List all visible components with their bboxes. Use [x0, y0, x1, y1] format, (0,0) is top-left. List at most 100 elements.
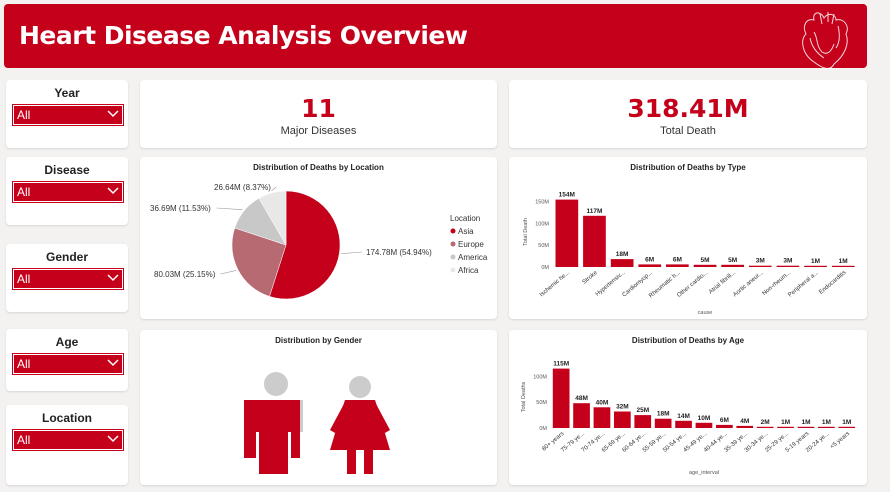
bar[interactable]: [838, 426, 856, 428]
major-diseases-caption: Major Diseases: [280, 125, 357, 137]
bar-data-label: 25M: [636, 407, 649, 414]
bar[interactable]: [654, 418, 672, 428]
pie-slice-asia[interactable]: [269, 190, 341, 300]
bar[interactable]: [675, 420, 692, 428]
legend-item-asia: Asia: [458, 227, 474, 236]
bar[interactable]: [736, 425, 754, 428]
y-axis-label: Total Death: [523, 218, 529, 246]
gender-label: Gender: [45, 250, 88, 264]
bar-data-label: 1M: [839, 258, 848, 265]
total-death-card: 318.41M Total Death: [509, 80, 867, 148]
pie-slice-europe[interactable]: [231, 227, 287, 297]
pie-legend-title: Location: [450, 214, 480, 223]
type-chart-title: Distribution of Deaths by Type: [630, 163, 746, 172]
x-axis-label: age_interval: [689, 470, 719, 476]
age-chart-title: Distribution of Deaths by Age: [631, 336, 745, 345]
gender-dropdown-value: All: [17, 272, 31, 286]
bar[interactable]: [583, 215, 606, 267]
y-axis-label: Total Deaths: [521, 381, 527, 412]
major-diseases-card: 11 Major Diseases: [140, 80, 497, 148]
disease-label: Disease: [44, 163, 90, 177]
bar[interactable]: [797, 426, 815, 428]
heart-icon: [802, 12, 848, 69]
total-death-caption: Total Death: [660, 125, 716, 137]
type-chart-card: Distribution of Deaths by Type 0M 50M 100M…: [509, 157, 867, 319]
x-tick-label: Aortic aneur...: [732, 270, 764, 299]
x-tick-label: Atrial fibrill...: [708, 270, 737, 296]
bar[interactable]: [776, 265, 800, 267]
bar-data-label: 117M: [587, 208, 603, 215]
location-pie-chart[interactable]: 174.78M (54.94%) 80.03M (25.15%) 36.69M (1…: [140, 157, 497, 319]
legend-marker-asia: [450, 228, 456, 234]
year-dropdown-value: All: [17, 108, 31, 122]
bar-data-label: 18M: [616, 251, 629, 258]
x-tick-label: <5 years: [829, 431, 851, 451]
bar[interactable]: [777, 426, 794, 428]
bar-data-label: 1M: [842, 419, 851, 426]
x-axis-label: cause: [698, 310, 713, 316]
year-dropdown[interactable]: All: [12, 104, 124, 126]
pie-data-label: 80.03M (25.15%): [154, 270, 216, 279]
bar[interactable]: [593, 407, 611, 428]
bar-data-label: 6M: [673, 256, 682, 263]
female-icon: [330, 376, 390, 474]
bar-data-label: 1M: [811, 258, 820, 265]
bar[interactable]: [748, 265, 772, 267]
bar[interactable]: [695, 422, 713, 428]
pie-data-label: 36.69M (11.53%): [150, 204, 211, 213]
y-tick-label: 0M: [539, 426, 547, 432]
bar[interactable]: [552, 368, 570, 428]
x-tick-label: Endocarditis: [818, 270, 847, 296]
age-dropdown[interactable]: All: [12, 353, 124, 375]
type-bar-chart[interactable]: 0M 50M 100M 150M Total Death 154M Ischemic he.…: [509, 157, 867, 319]
bar-data-label: 3M: [756, 258, 765, 265]
chevron-down-icon: [107, 435, 119, 443]
y-tick-label: 50M: [538, 243, 549, 249]
gender-chart-card: Distribution by Gender: [140, 330, 497, 485]
bar[interactable]: [634, 415, 652, 428]
location-chart-card: Distribution of Deaths by Location 174.7…: [140, 157, 497, 319]
bar[interactable]: [573, 403, 590, 428]
disease-dropdown[interactable]: All: [12, 181, 124, 203]
legend-marker-africa: [450, 267, 456, 273]
chevron-down-icon: [107, 274, 119, 282]
location-dropdown[interactable]: All: [12, 429, 124, 451]
bar[interactable]: [638, 264, 662, 267]
y-tick-label: 0M: [541, 265, 549, 271]
chevron-down-icon: [107, 187, 119, 195]
x-tick-label: Peripheral a...: [787, 270, 820, 299]
y-tick-label: 100M: [535, 221, 549, 227]
bar[interactable]: [831, 265, 855, 267]
bar[interactable]: [693, 264, 717, 267]
bar[interactable]: [804, 265, 827, 267]
age-slicer: Age All: [6, 329, 128, 391]
bar[interactable]: [555, 199, 579, 267]
pie-leader-line: [220, 270, 237, 275]
bar[interactable]: [716, 424, 733, 428]
bar-data-label: 5M: [728, 257, 737, 264]
bar[interactable]: [610, 259, 634, 267]
bar-data-label: 18M: [657, 411, 670, 418]
legend-item-america: America: [458, 253, 488, 262]
disease-dropdown-value: All: [17, 185, 31, 199]
bar[interactable]: [614, 411, 631, 429]
legend-item-europe: Europe: [458, 240, 484, 249]
bar-data-label: 2M: [761, 419, 770, 426]
bar-data-label: 14M: [677, 413, 690, 420]
bar-data-label: 32M: [616, 404, 629, 411]
pie-slice-africa[interactable]: [258, 190, 287, 246]
legend-marker-america: [450, 254, 456, 260]
gender-dropdown[interactable]: All: [12, 268, 124, 290]
disease-slicer: Disease All: [6, 157, 128, 225]
bar[interactable]: [818, 426, 835, 428]
bar-data-label: 115M: [553, 361, 569, 368]
male-icon: [244, 372, 303, 474]
bar[interactable]: [666, 264, 689, 267]
bar[interactable]: [756, 426, 774, 428]
page-title: Heart Disease Analysis Overview: [19, 21, 468, 50]
x-tick-label: Stroke: [582, 270, 600, 286]
x-tick-label: Ischemic he...: [539, 270, 571, 299]
pie-data-label: 26.64M (8.37%): [214, 183, 271, 192]
bar[interactable]: [721, 264, 744, 267]
